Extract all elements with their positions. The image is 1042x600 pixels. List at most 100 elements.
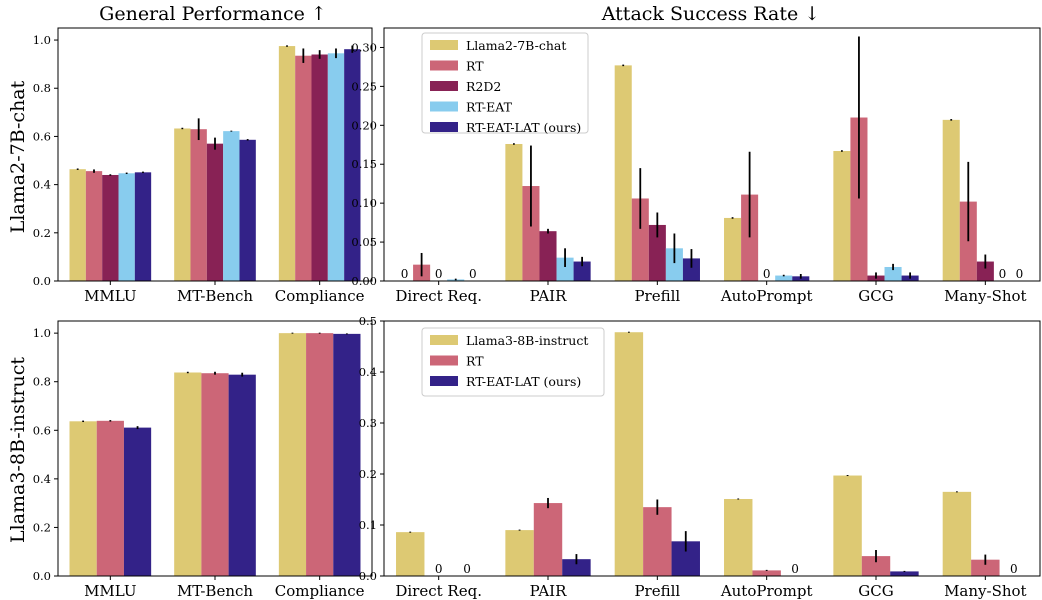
legend-label-rt-eat-lat-ours: RT-EAT-LAT (ours) bbox=[466, 374, 581, 389]
bar-rt-eat-lat-ours-compliance bbox=[344, 49, 361, 282]
bar-rt-eat-lat-ours-pair bbox=[573, 261, 591, 281]
bar-rt-autoprompt bbox=[752, 570, 781, 576]
bar-rt-gcg bbox=[861, 556, 891, 576]
y-tick-label: 0.5 bbox=[359, 314, 377, 328]
series-rt bbox=[533, 497, 1000, 576]
bar-rt-prefill bbox=[643, 507, 672, 576]
legend-swatch-rt-eat bbox=[430, 101, 458, 112]
series-llama2-7b-chat bbox=[505, 64, 960, 282]
x-tick-label: AutoPrompt bbox=[720, 287, 813, 305]
column-title-general: General Performance ↑ bbox=[99, 3, 327, 25]
y-tick-label: 0.6 bbox=[33, 129, 51, 143]
x-tick-label: GCG bbox=[858, 287, 893, 305]
y-tick-label: 0.25 bbox=[351, 79, 377, 93]
legend-frame bbox=[421, 327, 605, 397]
bar-rt-eat-pair bbox=[556, 257, 574, 281]
y-tick-label: 0.3 bbox=[359, 416, 377, 430]
legend-label-llama2-7b-chat: Llama2-7B-chat bbox=[466, 38, 566, 53]
bar-llama2-7b-chat-mt-bench bbox=[174, 128, 191, 281]
legend-swatch-r2d2 bbox=[430, 81, 458, 91]
bar-rt-pair bbox=[533, 503, 563, 576]
row-label-llama3: Llama3-8B-instruct bbox=[7, 357, 29, 543]
zero-label: 0 bbox=[763, 267, 771, 281]
y-tick-label: 0.20 bbox=[351, 118, 377, 132]
bar-r2d2-mmlu bbox=[102, 174, 119, 281]
bar-rt-eat-gcg bbox=[884, 266, 902, 281]
bar-rt-autoprompt bbox=[741, 194, 759, 281]
bar-rt-mt-bench bbox=[190, 129, 207, 281]
bar-rt-mt-bench bbox=[201, 373, 229, 576]
bar-llama3-8b-instruct-many-shot bbox=[942, 491, 972, 576]
y-tick-label: 0.0 bbox=[33, 569, 51, 583]
series-rt-eat-lat-ours bbox=[562, 531, 919, 576]
bar-r2d2-mt-bench bbox=[206, 143, 224, 281]
x-tick-label: MT-Bench bbox=[177, 582, 253, 600]
bar-rt-eat-lat-ours-mmlu bbox=[123, 427, 152, 576]
y-tick-label: 1.0 bbox=[33, 33, 51, 47]
bar-rt-many-shot bbox=[971, 559, 1000, 576]
bar-r2d2-prefill bbox=[648, 224, 666, 281]
zero-label: 0 bbox=[791, 562, 799, 576]
bar-rt-eat-prefill bbox=[665, 248, 683, 281]
bar-llama3-8b-instruct-gcg bbox=[833, 475, 862, 576]
bar-llama3-8b-instruct-mmlu bbox=[69, 421, 97, 576]
bar-rt-prefill bbox=[631, 198, 649, 281]
legend-label-rt: RT bbox=[466, 59, 484, 74]
bar-rt-eat-lat-ours-mmlu bbox=[134, 172, 152, 281]
x-tick-label: Many-Shot bbox=[944, 582, 1027, 600]
bar-rt-eat-lat-ours-compliance bbox=[333, 333, 361, 576]
bar-llama3-8b-instruct-mt-bench bbox=[174, 372, 202, 576]
zero-label: 0 bbox=[435, 267, 443, 281]
legend-swatch-rt bbox=[430, 60, 458, 71]
y-tick-label: 0.15 bbox=[351, 157, 377, 171]
x-tick-label: MMLU bbox=[84, 582, 137, 600]
plot-frame bbox=[383, 320, 1041, 577]
y-tick-label: 0.30 bbox=[351, 40, 377, 54]
bar-llama3-8b-instruct-compliance bbox=[278, 333, 307, 576]
zero-label: 0 bbox=[401, 267, 409, 281]
y-tick-label: 0.4 bbox=[359, 365, 377, 379]
bar-rt-eat-mmlu bbox=[118, 173, 135, 281]
series-rt-eat bbox=[447, 233, 902, 281]
x-tick-label: MT-Bench bbox=[177, 287, 253, 305]
bar-rt-eat-lat-ours-mt-bench bbox=[239, 139, 256, 281]
bar-rt-eat-lat-ours-prefill bbox=[682, 258, 700, 281]
series-rt-eat bbox=[118, 48, 345, 281]
y-tick-label: 0.0 bbox=[33, 274, 51, 288]
legend-label-r2d2: R2D2 bbox=[466, 79, 501, 94]
legend-swatch-llama3-8b-instruct bbox=[430, 335, 458, 345]
x-tick-label: AutoPrompt bbox=[720, 582, 813, 600]
bar-rt-eat-autoprompt bbox=[775, 275, 793, 281]
column-title-asr: Attack Success Rate ↓ bbox=[601, 3, 820, 25]
bar-llama2-7b-chat-many-shot bbox=[942, 119, 960, 281]
x-tick-label: Compliance bbox=[275, 582, 365, 600]
x-tick-label: PAIR bbox=[530, 287, 567, 305]
series-rt bbox=[413, 36, 977, 282]
bar-rt-mmlu bbox=[96, 420, 124, 576]
bar-rt-eat-lat-ours-gcg bbox=[890, 571, 919, 576]
series-llama3-8b-instruct bbox=[69, 332, 307, 576]
series-llama2-7b-chat bbox=[69, 45, 296, 281]
bar-llama3-8b-instruct-autoprompt bbox=[724, 498, 753, 576]
bar-rt-eat-lat-ours-autoprompt bbox=[792, 276, 810, 281]
series-r2d2 bbox=[102, 50, 328, 281]
x-tick-label: PAIR bbox=[530, 582, 567, 600]
y-tick-label: 0.2 bbox=[33, 520, 51, 534]
y-tick-label: 0.8 bbox=[33, 81, 51, 95]
zero-label: 0 bbox=[463, 562, 471, 576]
bar-llama2-7b-chat-pair bbox=[505, 143, 523, 281]
bar-llama2-7b-chat-autoprompt bbox=[724, 217, 742, 281]
bar-rt-pair bbox=[522, 186, 540, 281]
zero-label: 0 bbox=[999, 267, 1007, 281]
legend-label-rt-eat-lat-ours: RT-EAT-LAT (ours) bbox=[466, 120, 581, 135]
legend-label-rt-eat: RT-EAT bbox=[466, 100, 513, 115]
y-tick-label: 0.05 bbox=[351, 235, 377, 249]
legend-label-llama3-8b-instruct: Llama3-8B-instruct bbox=[466, 333, 588, 348]
zero-label: 0 bbox=[1016, 267, 1024, 281]
bar-llama2-7b-chat-mmlu bbox=[69, 169, 86, 281]
legend-frame bbox=[421, 32, 589, 134]
bar-r2d2-pair bbox=[539, 231, 557, 281]
bar-rt-gcg bbox=[850, 117, 868, 282]
bar-llama3-8b-instruct-direct-req bbox=[396, 532, 425, 576]
